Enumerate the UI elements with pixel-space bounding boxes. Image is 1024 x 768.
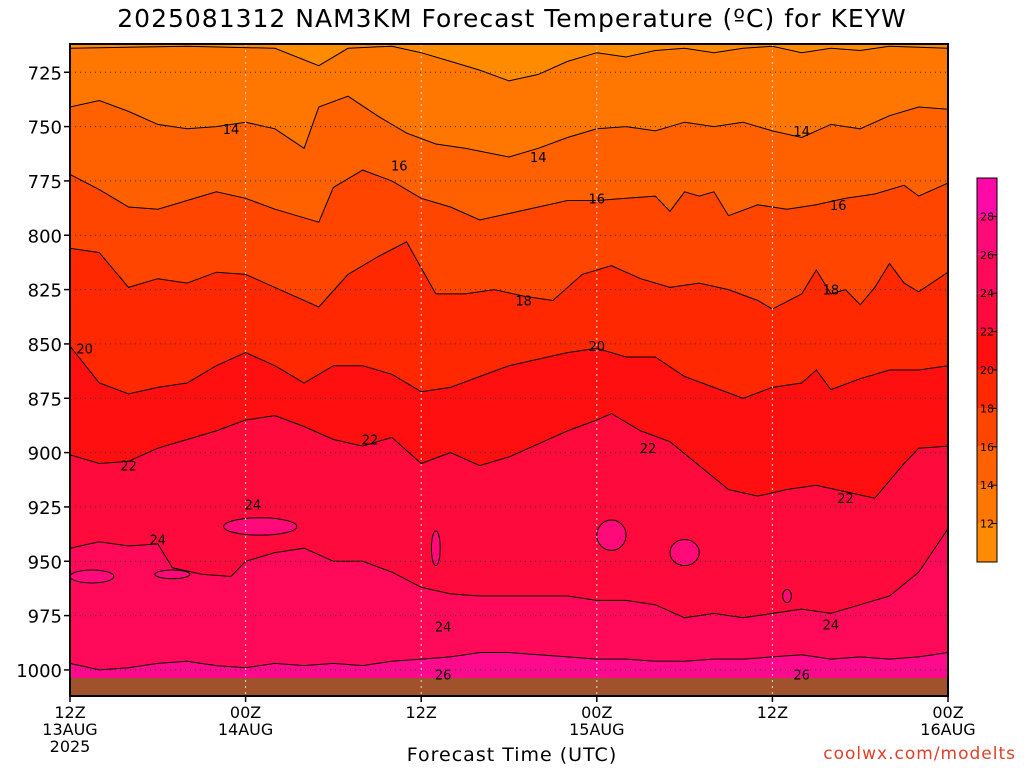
contour-label: 26 (793, 668, 810, 683)
colorbar-label: 28 (980, 210, 994, 223)
y-tick-label: 1000 (16, 661, 62, 682)
contour-line-18 (70, 241, 948, 310)
colorbar-swatch (977, 523, 997, 562)
colorbar-swatch (977, 178, 997, 217)
contour-label: 22 (120, 460, 137, 475)
colorbar-swatch (977, 446, 997, 486)
colorbar-swatch (977, 254, 997, 294)
contour-label: 24 (823, 618, 840, 633)
contour-pocket (596, 519, 627, 551)
contour-label: 22 (640, 442, 657, 457)
contour-pocket (154, 569, 191, 580)
y-tick-label: 850 (28, 335, 62, 356)
x-axis-label: Forecast Time (UTC) (406, 744, 618, 766)
colorbar-swatch (977, 370, 997, 409)
x-tick-label: 16AUG (920, 720, 975, 739)
y-tick-label: 750 (28, 118, 62, 139)
contour-label: 22 (837, 492, 854, 507)
band-12 (70, 44, 948, 81)
y-tick-label: 875 (28, 389, 62, 410)
colorbar-swatch (977, 485, 997, 524)
contour-label: 14 (530, 151, 547, 166)
colorbar-swatch (977, 408, 997, 447)
ground-strip (70, 678, 948, 696)
contour-label: 14 (223, 123, 240, 138)
contour-label: 16 (391, 160, 408, 175)
x-tick-label: 12Z (54, 703, 85, 722)
y-tick-label: 925 (28, 498, 62, 519)
x-tick-label: 12Z (406, 703, 437, 722)
x-tick-label: 12Z (757, 703, 788, 722)
contour-label: 16 (830, 199, 847, 214)
x-tick-label: 13AUG (42, 720, 97, 739)
contour-label: 20 (589, 340, 606, 355)
plot-area: 14 14 14 16 16 16 18 18 20 20 22 22 22 22 24 24 24 24 26 26 (70, 44, 948, 696)
contour-label: 16 (589, 192, 606, 207)
colorbar-label: 20 (980, 364, 994, 377)
x-tick-label: 00Z (932, 703, 963, 722)
contour-pocket (669, 539, 700, 567)
colorbar-label: 18 (980, 402, 994, 415)
plot-frame (69, 43, 949, 697)
contour-line-26 (70, 652, 948, 671)
contour-line-16 (70, 169, 948, 223)
contour-label: 24 (150, 534, 167, 549)
y-tick-label: 825 (28, 281, 62, 302)
chart-title: 2025081312 NAM3KM Forecast Temperature (… (117, 4, 907, 33)
contour-pocket (70, 569, 115, 584)
y-tick-label: 975 (28, 607, 62, 628)
contour-label: 20 (76, 342, 93, 357)
y-tick-label: 725 (28, 63, 62, 84)
contour-pocket (782, 589, 792, 604)
contour-label: 18 (823, 284, 840, 299)
colorbar-swatch (977, 331, 997, 370)
contour-line-24 (70, 528, 948, 619)
x-tick-label: 00Z (230, 703, 261, 722)
credit-link[interactable]: coolwx.com/modelts (823, 744, 1016, 764)
x-tick-label: 15AUG (569, 720, 624, 739)
contour-label: 22 (362, 434, 379, 449)
colorbar-label: 12 (980, 518, 994, 531)
colorbar-swatch (977, 216, 997, 255)
x-tick-label: 2025 (50, 737, 91, 756)
contour-pocket (223, 517, 298, 536)
contour-line-14 (70, 95, 948, 158)
x-tick-label: 14AUG (218, 720, 273, 739)
y-tick-label: 950 (28, 552, 62, 573)
contour-line-20 (70, 345, 948, 399)
colorbar-label: 24 (980, 287, 994, 300)
y-tick-label: 775 (28, 172, 62, 193)
colorbar-label: 16 (980, 441, 994, 454)
contour-pocket (430, 530, 441, 567)
contour-label: 14 (793, 125, 810, 140)
colorbar-swatch (977, 293, 997, 332)
band-14 (70, 44, 948, 157)
contour-label: 24 (245, 499, 262, 514)
contour-line-12 (70, 45, 948, 82)
contour-label: 26 (435, 668, 452, 683)
contour-label: 18 (515, 294, 532, 309)
colorbar-label: 14 (980, 479, 994, 492)
colorbar-label: 22 (980, 326, 994, 339)
contour-line-22 (70, 412, 948, 499)
contour-label: 24 (435, 620, 452, 635)
colorbar-label: 26 (980, 249, 994, 262)
x-tick-label: 00Z (581, 703, 612, 722)
y-tick-label: 900 (28, 444, 62, 465)
y-tick-label: 800 (28, 226, 62, 247)
